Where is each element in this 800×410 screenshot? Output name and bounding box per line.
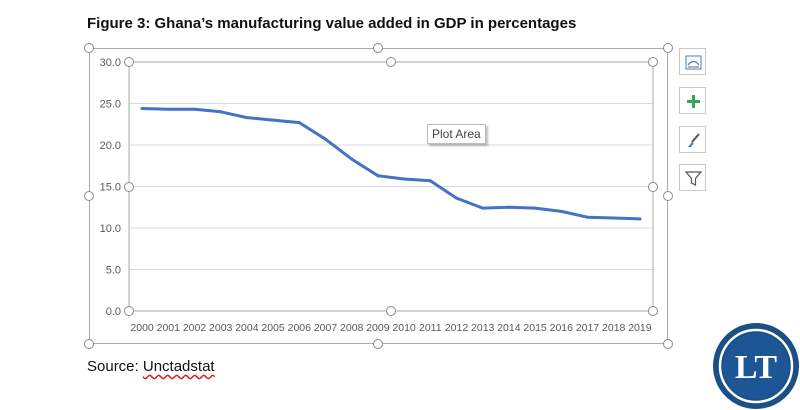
filter-icon <box>684 171 703 186</box>
x-tick-label: 2006 <box>288 322 312 334</box>
chart-resize-handle-bl[interactable] <box>84 339 94 349</box>
chart-elements-icon <box>685 55 702 70</box>
y-tick-label: 5.0 <box>106 265 121 277</box>
data-point <box>271 118 275 122</box>
data-point <box>245 116 249 120</box>
data-point <box>219 110 223 114</box>
plus-icon <box>687 95 700 108</box>
chart-resize-handle-top[interactable] <box>373 43 383 53</box>
data-point <box>324 137 327 141</box>
y-axis-ticks: 0.0 5.0 10.0 15.0 20.0 25.0 30.0 <box>100 57 121 318</box>
x-tick-label: 2005 <box>261 322 285 334</box>
x-tick-label: 2018 <box>602 322 626 334</box>
chart-filters-button[interactable] <box>679 164 706 191</box>
y-tick-label: 25.0 <box>100 99 121 111</box>
figure-title: Figure 3: Ghana’s manufacturing value ad… <box>87 15 577 32</box>
chart-styles-button[interactable] <box>679 126 706 153</box>
x-tick-label: 2016 <box>550 322 574 334</box>
data-point <box>638 217 642 221</box>
chart-resize-handle-left[interactable] <box>84 191 94 201</box>
x-tick-label: 2012 <box>445 322 469 334</box>
chart-resize-handle-tl[interactable] <box>84 43 94 53</box>
plot-area-handle-bl[interactable] <box>124 306 134 316</box>
x-tick-label: 2003 <box>209 322 233 334</box>
x-tick-label: 2013 <box>471 322 495 334</box>
x-tick-label: 2015 <box>523 322 547 334</box>
chart-resize-handle-bottom[interactable] <box>373 339 383 349</box>
gridlines <box>129 61 653 270</box>
y-tick-label: 0.0 <box>106 306 121 318</box>
x-tick-label: 2009 <box>366 322 390 334</box>
data-point <box>481 206 485 210</box>
data-point <box>193 107 196 111</box>
data-point <box>507 205 511 209</box>
plot-area-handle-right[interactable] <box>648 182 658 192</box>
source-label: Source: <box>87 358 143 375</box>
plot-area-handle-top[interactable] <box>386 57 396 67</box>
x-tick-label: 2001 <box>157 322 181 334</box>
y-tick-label: 30.0 <box>100 57 121 69</box>
data-point <box>350 157 354 161</box>
x-tick-label: 2000 <box>130 322 154 334</box>
x-tick-label: 2008 <box>340 322 364 334</box>
x-tick-label: 2019 <box>628 322 652 334</box>
chart-resize-handle-tr[interactable] <box>663 43 673 53</box>
plot-area-handle-tr[interactable] <box>648 57 658 67</box>
add-chart-element-button[interactable] <box>679 87 706 114</box>
series-line-0[interactable] <box>140 107 642 221</box>
data-point <box>612 216 616 220</box>
x-tick-label: 2014 <box>497 322 521 334</box>
x-tick-label: 2004 <box>235 322 259 334</box>
plot-area-handle-left[interactable] <box>124 182 134 192</box>
x-tick-label: 2002 <box>183 322 207 334</box>
data-point <box>559 209 563 213</box>
data-point <box>402 177 406 181</box>
data-point <box>455 196 458 200</box>
data-point <box>140 106 144 110</box>
x-tick-label: 2017 <box>576 322 600 334</box>
y-tick-label: 15.0 <box>100 182 121 194</box>
data-point <box>533 206 537 210</box>
data-point <box>376 174 380 178</box>
source-link[interactable]: Unctadstat <box>142 358 215 375</box>
data-point <box>166 107 170 111</box>
chart-elements-button[interactable] <box>679 48 706 75</box>
plot-area-handle-br[interactable] <box>648 306 658 316</box>
data-point <box>428 179 432 183</box>
x-tick-label: 2007 <box>314 322 338 334</box>
source-note: Source: Unctadstat <box>87 358 215 375</box>
data-point <box>297 121 301 125</box>
plot-area-tooltip: Plot Area <box>427 124 486 144</box>
lt-logo: LT <box>713 323 799 409</box>
series-layer <box>140 106 642 221</box>
y-tick-label: 10.0 <box>100 223 121 235</box>
lt-logo-ring <box>718 328 794 404</box>
brush-icon <box>688 133 700 147</box>
plot-area-handle-tl[interactable] <box>124 57 134 67</box>
data-point <box>586 215 589 219</box>
plot-area-handle-bottom[interactable] <box>386 306 396 316</box>
lt-logo-text: LT <box>735 349 778 386</box>
x-tick-label: 2010 <box>392 322 416 334</box>
chart-resize-handle-br[interactable] <box>663 339 673 349</box>
chart-resize-handle-right[interactable] <box>663 191 673 201</box>
lt-logo-inner <box>723 333 789 399</box>
y-tick-label: 20.0 <box>100 140 121 152</box>
x-axis-ticks: 2000 2001 2002 2003 2004 2005 2006 2007 2008 2009… <box>130 322 651 334</box>
x-tick-label: 2011 <box>419 322 442 334</box>
